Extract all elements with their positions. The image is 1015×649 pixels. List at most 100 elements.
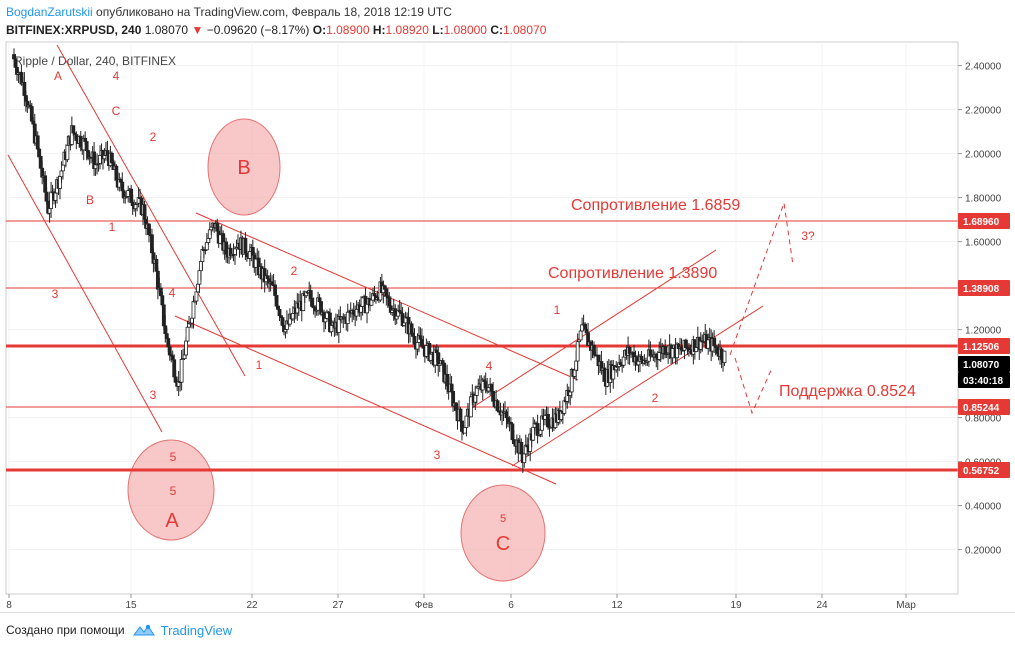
candle-body: [578, 330, 583, 341]
candle-body: [35, 135, 40, 150]
price-label: 1.12506: [963, 342, 1000, 353]
price-axis-labels: 1.68960 1.38908 1.12506 1.08070 03:40:18 0.85…: [958, 213, 1010, 478]
projection-down: [734, 357, 773, 415]
channel-lower: [511, 305, 764, 467]
wave-label: 1: [256, 358, 263, 372]
x-tick-label: Фев: [415, 600, 433, 611]
tradingview-link[interactable]: TradingView: [132, 623, 232, 638]
trendline-left-lower: [7, 154, 163, 433]
wave-label: 5: [170, 450, 177, 464]
price-label-bg: [958, 213, 1010, 229]
wave-label: 3?: [801, 229, 815, 243]
symbol-label: BITFINEX:XRPUSD, 240: [6, 23, 142, 37]
price-label: 1.38908: [963, 284, 1000, 295]
wave-label: 3: [52, 287, 59, 301]
open-label: O:: [312, 23, 327, 37]
high-value: 1.08920: [385, 23, 429, 37]
circle-C: [460, 484, 546, 582]
candle-body: [580, 324, 585, 332]
y-tick-label: 0.20000: [965, 546, 1002, 557]
chart-title: Ripple / Dollar, 240, BITFINEX: [14, 54, 176, 68]
annotation-resistance-1-6859: Сопротивление 1.6859: [571, 197, 740, 214]
wave-label: A: [54, 69, 62, 83]
candle-body: [84, 141, 89, 151]
x-tick-label: 19: [730, 600, 742, 611]
trendline-left-upper: [56, 44, 246, 377]
wave-circles: B A C 5: [127, 118, 546, 582]
annotation-resistance-1-3890: Сопротивление 1.3890: [548, 265, 717, 282]
x-tick-label: 6: [508, 600, 514, 611]
x-tick-label: 24: [816, 600, 828, 611]
tradingview-logo-icon: [132, 624, 155, 636]
candle-body: [61, 164, 65, 172]
x-tick-label: 27: [332, 600, 344, 611]
candle-body: [184, 340, 188, 356]
price-chart[interactable]: Ripple / Dollar, 240, BITFINEX B A C 5 С…: [0, 40, 1015, 612]
wave-label: 1: [554, 303, 561, 317]
candle-body: [160, 295, 165, 306]
annotation-support-0-8524: Поддержка 0.8524: [779, 383, 916, 400]
candle-body: [179, 358, 184, 383]
circle-A: [127, 439, 215, 541]
y-tick-label: 2.20000: [965, 106, 1002, 117]
y-tick-label: 0.40000: [965, 502, 1002, 513]
channel-upper: [466, 249, 717, 412]
price-label: 1.08070: [963, 360, 1000, 371]
y-tick-label: 1.20000: [965, 326, 1002, 337]
ohlc-line: BITFINEX:XRPUSD, 240 1.08070 ▼ −0.09620 …: [6, 21, 1006, 39]
y-tick-label: 0.80000: [965, 414, 1002, 425]
candle-body: [722, 350, 727, 363]
time-axis-ticks: 8 15 22 27 Фев 6 12 19 24 Мар: [6, 594, 916, 611]
wave-label: 2: [291, 264, 298, 278]
price-label-bg: [958, 399, 1010, 415]
candle-body: [37, 148, 42, 157]
change-arrow-icon: ▼: [191, 23, 204, 37]
y-tick-label: 1.80000: [965, 194, 1002, 205]
projection-lines: [729, 202, 794, 415]
circle-label-A: A: [165, 510, 179, 532]
candle-body: [185, 326, 190, 342]
candle-body: [71, 125, 76, 134]
trend-lines: [7, 44, 764, 485]
x-tick-label: 12: [611, 600, 623, 611]
candle-body: [65, 144, 70, 161]
x-tick-label: 15: [125, 600, 137, 611]
wave-label: 4: [169, 286, 176, 300]
author-link[interactable]: BogdanZarutskii: [6, 5, 93, 19]
wave-label: 2: [150, 130, 157, 144]
price-label: 1.68960: [963, 217, 1000, 228]
y-tick-label: 1.60000: [965, 238, 1002, 249]
wave-label: C: [112, 104, 121, 118]
open-value: 1.08900: [326, 23, 370, 37]
high-label: H:: [372, 23, 386, 37]
price-label: 03:40:18: [963, 376, 1003, 387]
candle-body: [194, 291, 199, 302]
candles: [12, 48, 727, 473]
wave-label: 3: [150, 388, 157, 402]
created-with-text: Создано при помощи: [6, 623, 125, 637]
circle-B: [207, 118, 281, 216]
price-label-bg: [958, 280, 1010, 296]
price-label-bg: [958, 356, 1010, 372]
wave-label: 4: [486, 359, 493, 373]
price-axis-ticks: 2.40000 2.20000 2.00000 1.80000 1.60000 1.200…: [958, 62, 1002, 557]
wave-labels: A 4 C 2 B 1 3 4 3 2 1 3 4 1 2 3? 5 5: [52, 69, 815, 498]
x-tick-label: 22: [246, 600, 258, 611]
y-tick-label: 2.40000: [965, 62, 1002, 73]
circle-C-wave-5: 5: [500, 513, 506, 525]
price-change: −0.09620 (−8.17%): [206, 23, 310, 37]
footer: Создано при помощи TradingView: [6, 618, 606, 642]
candle-body: [583, 323, 587, 330]
circle-label-B: B: [237, 157, 250, 179]
low-value: 1.08000: [443, 23, 487, 37]
annotations: Сопротивление 1.6859 Сопротивление 1.389…: [548, 197, 916, 400]
last-price: 1.08070: [144, 23, 189, 37]
horizontal-levels: [6, 220, 958, 472]
footer-divider: [0, 612, 1015, 613]
published-text: опубликовано на TradingView.com, Февраль…: [92, 5, 452, 19]
close-label: C:: [490, 23, 503, 37]
candle-body: [191, 301, 196, 319]
wave-label: 1: [109, 220, 116, 234]
price-label-bg: [958, 372, 1010, 388]
wave-label: B: [86, 193, 94, 207]
